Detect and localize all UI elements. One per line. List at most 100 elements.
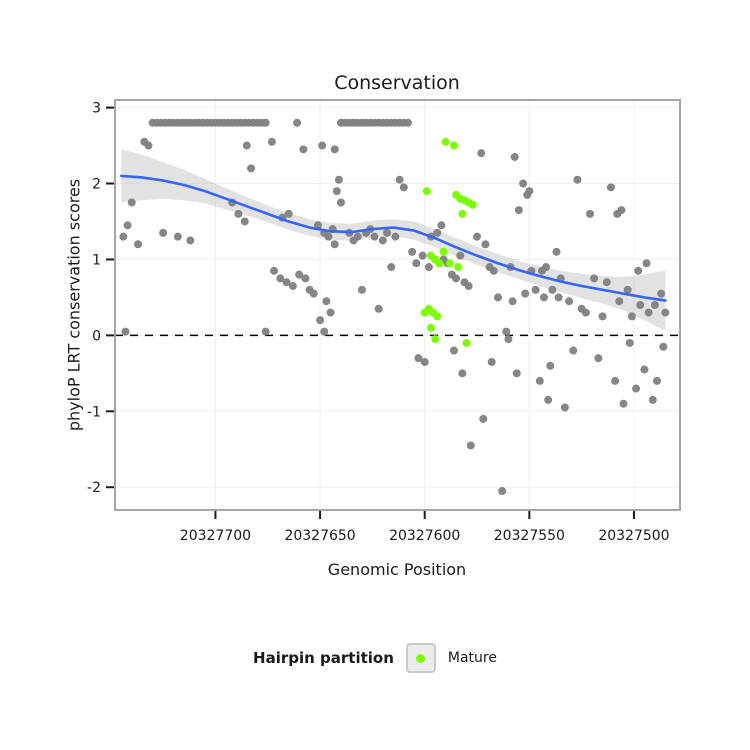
scatter-point-gray (301, 274, 310, 283)
scatter-point-gray (134, 240, 143, 249)
scatter-point-gray (412, 259, 421, 268)
scatter-point-gray (261, 118, 270, 127)
scatter-point-gray (295, 270, 304, 279)
scatter-point-gray (642, 259, 651, 268)
scatter-point-gray (458, 369, 467, 378)
scatter-point-gray (408, 247, 417, 256)
scatter-point-gray (242, 141, 251, 150)
x-tick-label: 20327700 (180, 528, 251, 544)
scatter-point-mature (445, 259, 454, 268)
smooth-line (119, 174, 667, 302)
scatter-point-gray (648, 395, 657, 404)
scatter-point-gray (186, 236, 195, 245)
scatter-point-gray (598, 312, 607, 321)
scatter-point-gray (623, 285, 632, 294)
scatter-point-gray (288, 282, 297, 291)
scatter-point-gray (611, 376, 620, 385)
y-tick-label: 2 (92, 177, 101, 193)
scatter-point-mature (468, 200, 477, 209)
scatter-point-gray (617, 206, 626, 215)
scatter-point-gray (452, 274, 461, 283)
scatter-point-gray (519, 179, 528, 188)
scatter-point-gray (399, 183, 408, 192)
scatter-point-gray (330, 240, 339, 249)
scatter-point-mature (439, 247, 448, 256)
scatter-point-gray (284, 209, 293, 218)
scatter-point-gray (619, 399, 628, 408)
scatter-point-gray (247, 164, 256, 173)
scatter-point-gray (466, 441, 475, 450)
scatter-point-gray (659, 342, 668, 351)
scatter-point-gray (316, 316, 325, 325)
scatter-point-gray (119, 232, 128, 241)
scatter-point-gray (433, 228, 442, 237)
legend-title: Hairpin partition (253, 649, 394, 667)
x-tick-label: 20327600 (389, 528, 460, 544)
scatter-point-gray (636, 301, 645, 309)
scatter-point-gray (320, 327, 329, 336)
scatter-point-mature (450, 141, 458, 150)
plot-title: Conservation (334, 72, 460, 94)
scatter-point-mature (431, 335, 440, 344)
scatter-point-gray (514, 206, 523, 215)
scatter-point-gray (594, 354, 603, 363)
scatter-point-gray (627, 312, 636, 321)
mature-point-icon (416, 653, 426, 663)
scatter-point-gray (282, 278, 291, 287)
scatter-point-gray (632, 384, 641, 393)
scatter-point-gray (489, 266, 498, 275)
scatter-point-gray (625, 338, 634, 347)
scatter-point-gray (590, 274, 599, 283)
x-tick-label: 20327550 (494, 528, 565, 544)
scatter-point-gray (450, 346, 458, 355)
scatter-point-gray (615, 297, 624, 306)
scatter-point-gray (539, 293, 548, 302)
scatter-point-gray (544, 395, 553, 404)
scatter-point-mature (426, 323, 435, 332)
scatter-point-gray (261, 327, 270, 336)
scatter-point-gray (456, 251, 465, 260)
scatter-point-gray (586, 209, 595, 218)
scatter-point-gray (552, 247, 561, 256)
scatter-point-gray (337, 198, 345, 207)
scatter-point-gray (477, 149, 486, 158)
scatter-point-gray (525, 187, 534, 196)
scatter-point-gray (387, 263, 396, 272)
scatter-point-gray (521, 289, 530, 298)
scatter-point-gray (502, 327, 511, 336)
scatter-point-gray (531, 285, 540, 294)
scatter-point-gray (546, 361, 555, 370)
scatter-point-gray (395, 175, 404, 184)
scatter-point-gray (234, 209, 243, 218)
panel-border (114, 99, 681, 511)
scatter-point-gray (332, 187, 341, 196)
scatter-point-gray (370, 232, 379, 241)
scatter-point-gray (650, 301, 659, 309)
scatter-point-gray (644, 308, 653, 317)
scatter-point-gray (374, 304, 383, 313)
scatter-point-gray (276, 274, 285, 283)
scatter-point-gray (313, 221, 322, 230)
scatter-point-gray (418, 251, 427, 260)
scatter-point-gray (548, 285, 557, 294)
scatter-point-gray (293, 118, 302, 127)
legend-item-label: Mature (447, 650, 497, 666)
scatter-point-gray (606, 183, 615, 192)
scatter-point-gray (464, 282, 473, 291)
scatter-point-gray (420, 357, 429, 366)
scatter-point-gray (437, 221, 446, 230)
legend: Hairpin partition Mature (0, 640, 750, 676)
scatter-point-gray (123, 221, 132, 230)
scatter-point-gray (414, 354, 423, 363)
scatter-point-gray (498, 487, 507, 496)
scatter-point-gray (144, 141, 153, 150)
scatter-point-mature (433, 312, 442, 321)
scatter-point-gray (510, 152, 519, 161)
scatter-point-mature (435, 259, 444, 268)
scatter-point-gray (565, 297, 574, 306)
scatter-point-gray (383, 228, 392, 237)
scatter-point-gray (554, 293, 563, 302)
scatter-point-gray (330, 145, 339, 154)
scatter-point-gray (270, 266, 279, 275)
